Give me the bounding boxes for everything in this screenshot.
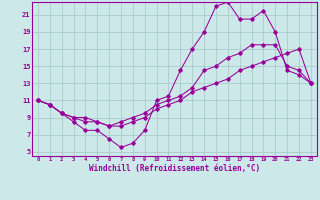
X-axis label: Windchill (Refroidissement éolien,°C): Windchill (Refroidissement éolien,°C) <box>89 164 260 173</box>
